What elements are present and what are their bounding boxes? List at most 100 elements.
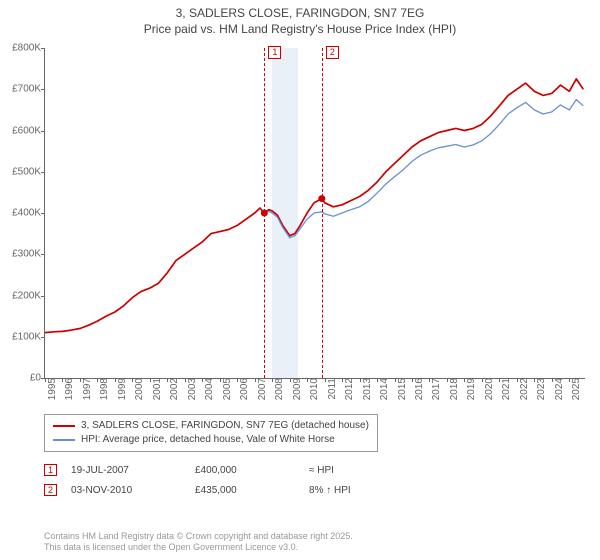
y-tick-mark [41, 131, 45, 132]
legend-swatch [53, 439, 75, 441]
x-tick-label: 2005 [216, 378, 233, 400]
x-tick-label: 2009 [286, 378, 303, 400]
x-tick-label: 1995 [41, 378, 58, 400]
x-tick-label: 2012 [338, 378, 355, 400]
x-tick-label: 2000 [128, 378, 145, 400]
series-hpi [264, 100, 583, 238]
x-tick-label: 2019 [460, 378, 477, 400]
y-tick-mark [41, 89, 45, 90]
y-tick-mark [41, 48, 45, 49]
sale-vline-label: 1 [268, 46, 281, 59]
x-tick-mark [237, 378, 238, 382]
x-tick-mark [569, 378, 570, 382]
x-tick-label: 2001 [146, 378, 163, 400]
x-tick-label: 2006 [233, 378, 250, 400]
title-line-2: Price paid vs. HM Land Registry's House … [144, 22, 456, 36]
plot-area: £0£100K£200K£300K£400K£500K£600K£700K£80… [44, 48, 585, 379]
x-tick-label: 2024 [548, 378, 565, 400]
y-tick-mark [41, 337, 45, 338]
chart-container: 3, SADLERS CLOSE, FARINGDON, SN7 7EG Pri… [0, 0, 600, 560]
x-tick-mark [307, 378, 308, 382]
sale-vline [322, 48, 323, 378]
x-tick-mark [220, 378, 221, 382]
x-tick-mark [325, 378, 326, 382]
x-tick-label: 2007 [251, 378, 268, 400]
y-tick-mark [41, 254, 45, 255]
x-tick-mark [150, 378, 151, 382]
y-tick-mark [41, 172, 45, 173]
sale-date: 03-NOV-2010 [71, 485, 181, 496]
x-tick-label: 2016 [408, 378, 425, 400]
legend-label: 3, SADLERS CLOSE, FARINGDON, SN7 7EG (de… [81, 419, 369, 433]
x-tick-mark [534, 378, 535, 382]
legend: 3, SADLERS CLOSE, FARINGDON, SN7 7EG (de… [44, 414, 378, 452]
y-tick-mark [41, 213, 45, 214]
x-tick-mark [185, 378, 186, 382]
x-tick-label: 2008 [268, 378, 285, 400]
x-tick-mark [395, 378, 396, 382]
x-tick-mark [464, 378, 465, 382]
x-tick-label: 2004 [198, 378, 215, 400]
x-tick-mark [290, 378, 291, 382]
x-tick-mark [342, 378, 343, 382]
title-line-1: 3, SADLERS CLOSE, FARINGDON, SN7 7EG [176, 6, 425, 20]
series-price_paid [45, 79, 583, 333]
x-tick-mark [412, 378, 413, 382]
footer-line-1: Contains HM Land Registry data © Crown c… [44, 531, 353, 541]
x-tick-mark [499, 378, 500, 382]
sale-delta: ≈ HPI [309, 465, 389, 476]
x-tick-mark [272, 378, 273, 382]
sale-vline-label: 2 [326, 46, 339, 59]
x-tick-label: 2017 [425, 378, 442, 400]
x-tick-mark [62, 378, 63, 382]
x-tick-mark [80, 378, 81, 382]
x-tick-label: 2002 [163, 378, 180, 400]
chart-title: 3, SADLERS CLOSE, FARINGDON, SN7 7EG Pri… [0, 0, 600, 37]
x-tick-label: 2014 [373, 378, 390, 400]
legend-label: HPI: Average price, detached house, Vale… [81, 433, 335, 447]
x-tick-label: 2022 [513, 378, 530, 400]
sale-price: £435,000 [195, 485, 295, 496]
x-tick-label: 2003 [181, 378, 198, 400]
sale-price: £400,000 [195, 465, 295, 476]
x-tick-mark [97, 378, 98, 382]
sale-index-badge: 1 [44, 464, 57, 477]
x-tick-label: 2013 [356, 378, 373, 400]
x-tick-label: 2021 [495, 378, 512, 400]
x-tick-label: 1996 [58, 378, 75, 400]
x-tick-label: 2011 [321, 378, 338, 400]
x-tick-mark [552, 378, 553, 382]
x-tick-label: 1997 [76, 378, 93, 400]
x-tick-mark [255, 378, 256, 382]
footer-line-2: This data is licensed under the Open Gov… [44, 542, 298, 552]
x-tick-label: 2018 [443, 378, 460, 400]
x-tick-mark [202, 378, 203, 382]
x-tick-mark [167, 378, 168, 382]
attribution-footer: Contains HM Land Registry data © Crown c… [44, 531, 353, 554]
x-tick-mark [115, 378, 116, 382]
x-tick-label: 2025 [565, 378, 582, 400]
sale-date: 19-JUL-2007 [71, 465, 181, 476]
x-tick-label: 2020 [478, 378, 495, 400]
x-tick-mark [377, 378, 378, 382]
sales-table: 1 19-JUL-2007 £400,000 ≈ HPI 2 03-NOV-2010 £43… [44, 460, 389, 500]
x-tick-label: 2015 [391, 378, 408, 400]
x-tick-label: 1999 [111, 378, 128, 400]
legend-row: HPI: Average price, detached house, Vale… [53, 433, 369, 447]
x-tick-label: 1998 [93, 378, 110, 400]
sale-row: 1 19-JUL-2007 £400,000 ≈ HPI [44, 460, 389, 480]
x-tick-mark [45, 378, 46, 382]
x-tick-mark [132, 378, 133, 382]
sale-index-badge: 2 [44, 484, 57, 497]
legend-swatch [53, 425, 75, 427]
x-tick-label: 2023 [530, 378, 547, 400]
sale-vline [264, 48, 265, 378]
x-tick-mark [482, 378, 483, 382]
x-tick-mark [360, 378, 361, 382]
chart-svg [45, 48, 585, 378]
y-tick-mark [41, 296, 45, 297]
x-tick-label: 2010 [303, 378, 320, 400]
x-tick-mark [517, 378, 518, 382]
sale-row: 2 03-NOV-2010 £435,000 8% ↑ HPI [44, 480, 389, 500]
sale-delta: 8% ↑ HPI [309, 485, 389, 496]
